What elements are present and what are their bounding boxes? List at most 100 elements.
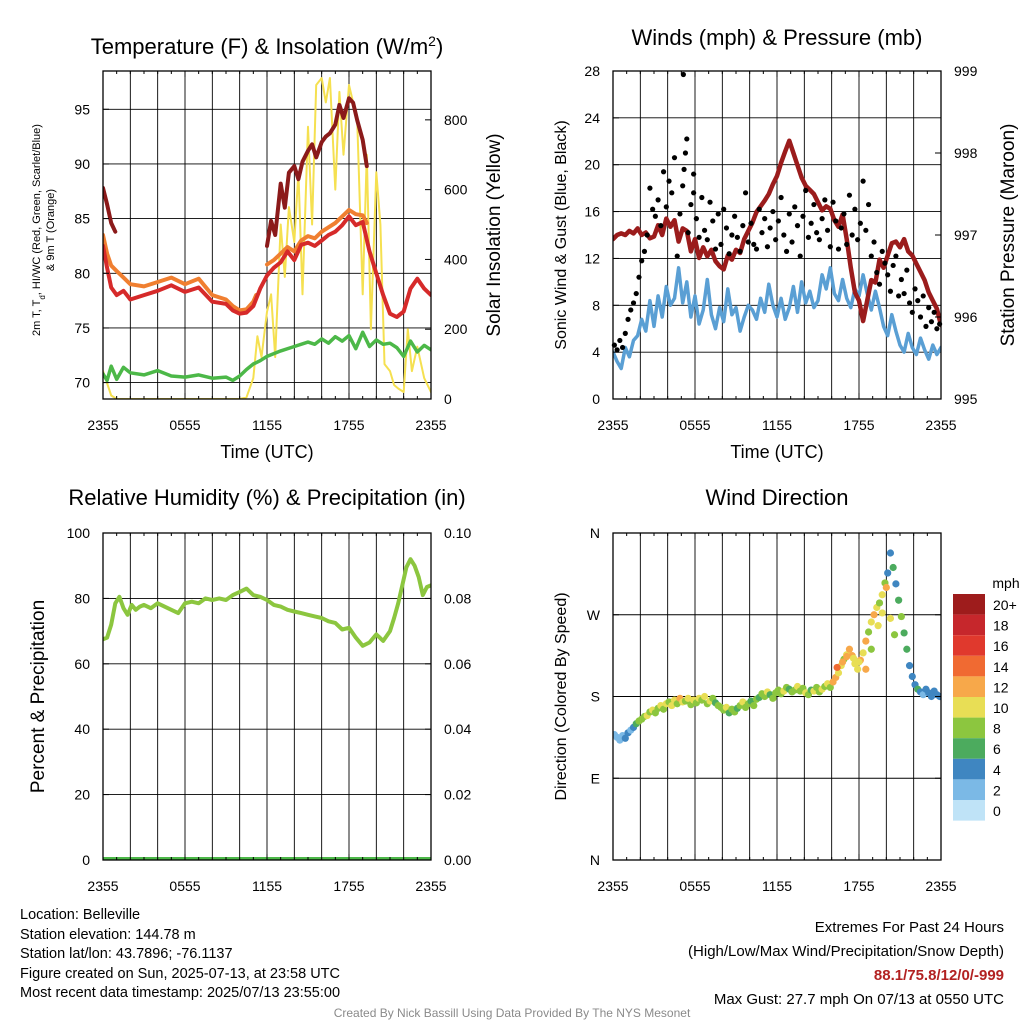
y-tick-label: 80 <box>74 265 90 281</box>
gust-point <box>926 305 932 311</box>
gust-point <box>617 337 623 344</box>
gust-point <box>773 237 779 243</box>
y-tick-label: W <box>587 607 601 623</box>
extremes-panel: Extremes For Past 24 Hours (High/Low/Max… <box>688 916 1004 1012</box>
gust-point <box>726 251 732 257</box>
y2-tick-label: 200 <box>444 321 468 337</box>
legend-label: 10 <box>993 700 1009 716</box>
recent-data-text: Most recent data timestamp: 2025/07/13 2… <box>20 985 341 1002</box>
y-tick-label: 0 <box>592 391 600 407</box>
direction-point <box>700 692 709 701</box>
gust-point <box>792 204 798 210</box>
gust-point <box>625 316 631 322</box>
legend-label: 4 <box>993 762 1001 778</box>
gust-point <box>677 211 683 217</box>
direction-point <box>886 614 895 622</box>
direction-point <box>895 596 903 604</box>
direction-point <box>621 734 629 742</box>
gust-point <box>680 71 686 78</box>
gust-point <box>691 190 697 196</box>
created-text: Figure created on Sun, 2025-07-13, at 23… <box>20 965 340 982</box>
x-tick-label: 1755 <box>843 417 874 433</box>
y-axis-label: & 9m T (Orange) <box>45 189 57 271</box>
gust-point <box>622 330 628 336</box>
x-tick-label: 0555 <box>679 417 710 433</box>
x-tick-label: 1155 <box>252 417 282 433</box>
y2-axis-label: Station Pressure (Maroon) <box>998 124 1019 347</box>
legend-title: mph <box>992 575 1019 591</box>
direction-point <box>862 637 870 645</box>
extremes-subtitle: (High/Low/Max Wind/Precipitation/Snow De… <box>688 943 1004 960</box>
y2-tick-label: 600 <box>444 182 468 198</box>
y-tick-label: 20 <box>584 157 600 173</box>
direction-point <box>864 628 873 636</box>
y-tick-label: 8 <box>592 297 600 313</box>
x-tick-label: 1155 <box>762 417 792 433</box>
x-tick-label: 1755 <box>333 417 364 433</box>
gust-point <box>800 213 806 219</box>
gust-point <box>789 239 795 245</box>
series-line <box>103 214 431 319</box>
gust-point <box>846 192 853 198</box>
direction-point <box>750 701 758 710</box>
y2-tick-label: 0.10 <box>444 525 471 541</box>
x-tick-label: 1155 <box>252 878 282 894</box>
gust-point <box>805 234 812 240</box>
x-tick-label: 2355 <box>415 878 446 894</box>
direction-point <box>843 652 851 661</box>
series-line <box>103 77 431 399</box>
y-tick-label: 28 <box>584 63 600 79</box>
direction-point <box>919 691 927 699</box>
legend-label: 6 <box>993 741 1001 757</box>
direction-point <box>878 591 886 599</box>
gust-point <box>619 344 626 351</box>
plot-area <box>613 138 941 371</box>
gust-point <box>759 230 765 236</box>
title-superscript: 2 <box>428 33 436 49</box>
x-tick-label: 2355 <box>87 417 118 433</box>
legend-swatch <box>953 738 985 759</box>
direction-point <box>859 649 867 657</box>
y2-tick-label: 0.00 <box>444 852 471 868</box>
gust-point <box>753 246 760 252</box>
gust-point <box>628 307 634 313</box>
x-tick-label: 2355 <box>597 417 628 433</box>
legend-swatch <box>953 635 985 656</box>
gust-point <box>893 253 899 259</box>
chart-title: Winds (mph) & Pressure (mb) <box>632 25 923 50</box>
gust-point <box>855 237 861 243</box>
y-tick-label: 40 <box>74 721 90 737</box>
gust-point <box>701 227 708 233</box>
gust-point <box>912 286 918 292</box>
x-tick-label: 2355 <box>925 417 956 433</box>
legend-label: 20+ <box>993 597 1017 613</box>
plot-area <box>613 549 941 744</box>
direction-point <box>908 672 916 681</box>
direction-point <box>903 645 911 653</box>
gust-point <box>819 216 825 222</box>
gust-point <box>923 323 929 329</box>
direction-point <box>862 665 870 673</box>
y2-tick-label: 999 <box>954 63 978 79</box>
y-tick-label: 100 <box>67 525 91 541</box>
x-axis-label: Time (UTC) <box>220 442 313 462</box>
gust-point <box>715 211 721 217</box>
gust-point <box>865 201 872 208</box>
panel-wind: Winds (mph) & Pressure (mb) 2355 0555 1155 1… <box>553 25 1019 462</box>
series-line <box>265 96 369 248</box>
y-tick-label: 70 <box>74 375 90 391</box>
gust-point <box>671 155 678 161</box>
direction-point <box>892 580 900 588</box>
gust-point <box>712 246 719 252</box>
max-gust-text: Max Gust: 27.7 mph On 07/13 at 0550 UTC <box>713 991 1004 1008</box>
direction-point <box>845 645 854 653</box>
gust-point <box>770 208 776 215</box>
direction-point <box>867 618 875 626</box>
gust-point <box>871 239 877 245</box>
y2-axis-label: Solar Insolation (Yellow) <box>484 133 505 336</box>
gust-point <box>658 223 664 229</box>
gust-point <box>917 314 924 320</box>
gust-point <box>729 232 735 238</box>
legend-label: 14 <box>993 659 1009 675</box>
series-line <box>613 266 941 371</box>
